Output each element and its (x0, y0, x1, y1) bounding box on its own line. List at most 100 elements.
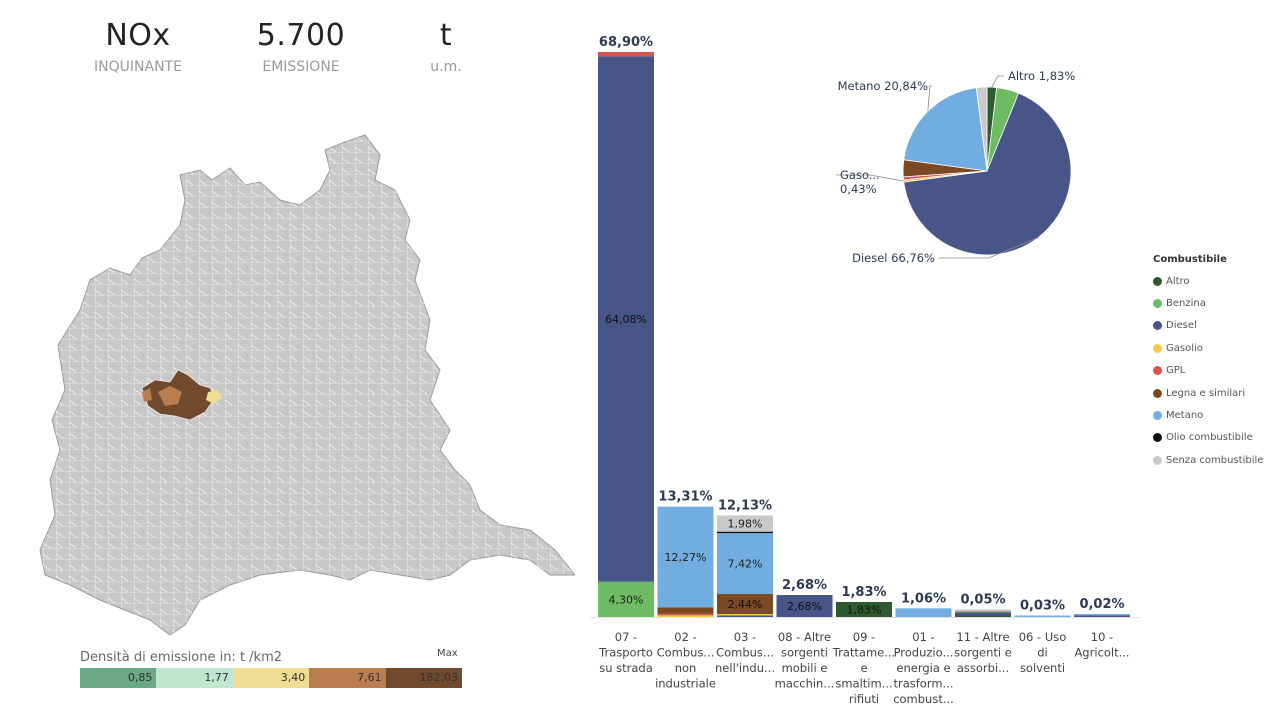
bar-segment-senza-combustibile[interactable] (717, 515, 773, 532)
bar-segment-gpl[interactable] (657, 613, 714, 616)
pie-label-gasolio: Gaso... (840, 168, 880, 182)
bar-segment-metano[interactable] (1074, 614, 1130, 616)
bar-total-label: 0,02% (1079, 597, 1124, 612)
pie-label-gasolio-value: 0,43% (840, 182, 877, 196)
bar-total-label: 12,13% (718, 498, 772, 513)
pie-slice-metano[interactable] (903, 87, 988, 172)
bar-total-label: 1,06% (901, 591, 946, 606)
fuel-legend: Combustibile Altro Benzina Diesel Gasolio GP… (1153, 254, 1263, 472)
bar-segment-label: 12,27% (665, 551, 707, 564)
density-bin-4[interactable]: 7,61 (309, 668, 386, 688)
bar-06-uso-di-solventi[interactable] (1014, 615, 1071, 618)
bar-segment-metano[interactable] (657, 506, 714, 608)
legend-item-gasolio[interactable]: Gasolio (1153, 337, 1263, 359)
bar-segment-label: 1,98% (728, 518, 763, 531)
bar-category-label: 09 -Trattame... e smaltim... rifiuti (832, 630, 895, 706)
density-bin-3[interactable]: 3,40 (232, 668, 310, 688)
bar-11-altre-sorgenti-e-assorbi[interactable] (955, 609, 1011, 618)
bar-segment-metano[interactable] (955, 611, 1011, 613)
legend-dot-gasolio (1153, 343, 1162, 353)
bar-segment-label: 64,08% (605, 313, 647, 326)
bar-01-produzio-energia-e-trasform-combust[interactable] (895, 608, 952, 617)
kpi-emissione-label: EMISSIONE (262, 59, 340, 75)
bar-category-label: 07 -Trasporto su strada (598, 630, 653, 675)
bar-category-label: 02 -Combus... non industriale (655, 630, 716, 691)
bar-category-label: 11 - Altre sorgenti e assorbi... (954, 630, 1012, 675)
bar-total-label: 13,31% (658, 490, 712, 505)
bar-segment-diesel[interactable] (598, 56, 654, 582)
density-legend-max: Max (437, 648, 458, 659)
bar-segment-label: 4,30% (609, 593, 644, 606)
legend-label-gpl: GPL (1166, 365, 1186, 377)
highlight-area-milano[interactable] (141, 369, 222, 421)
bar-segment-metano[interactable] (1014, 615, 1071, 618)
pie-leader-line (927, 85, 932, 112)
legend-item-altro[interactable]: Altro (1153, 270, 1263, 292)
legend-dot-altro (1153, 276, 1162, 286)
legend-label-olio-combustibile: Olio combustibile (1166, 432, 1253, 444)
bar-segment-diesel[interactable] (955, 614, 1011, 616)
municipality-borders (40, 135, 575, 635)
bar-08-altre-sorgenti-mobili-e-macchin[interactable] (776, 595, 833, 617)
pie-leader-line (836, 174, 904, 182)
bar-10-agricolt[interactable] (1074, 614, 1130, 617)
bar-segment-legna-e-similari[interactable] (717, 593, 773, 614)
bar-total-label: 0,05% (960, 593, 1005, 608)
legend-dot-metano (1153, 411, 1162, 421)
legend-item-diesel[interactable]: Diesel (1153, 315, 1263, 337)
bar-02-combus-non-industriale[interactable] (657, 506, 714, 617)
bar-category-label: 08 - Altre sorgenti mobili e macchin... (775, 630, 835, 691)
bar-total-label: 68,90% (599, 35, 653, 50)
pie-label-altro: Altro 1,83% (1008, 69, 1075, 83)
bar-segment-gpl[interactable] (598, 52, 654, 57)
bar-category-label: 10 -Agricolt... (1074, 630, 1129, 660)
lombardia-map[interactable] (30, 130, 575, 645)
macrosector-bar-chart: 68,90% 64,08% 4,30% 07 -Trasporto su strada 1… (590, 35, 1140, 706)
density-legend: 0,85 1,77 3,40 7,61 182,03 (80, 668, 463, 688)
bar-segment-altro[interactable] (836, 601, 892, 617)
kpi-um-value: t (439, 18, 453, 53)
legend-item-olio-combustibile[interactable]: Olio combustibile (1153, 427, 1263, 449)
bar-segment-metano[interactable] (895, 608, 952, 617)
legend-item-senza-combustibile[interactable]: Senza combustibile (1153, 449, 1263, 471)
bar-segment-senza-combustibile[interactable] (955, 609, 1011, 612)
density-legend-title: Densità di emissione in: t /km2 (80, 650, 283, 665)
bar-segment-diesel[interactable] (717, 615, 773, 618)
legend-item-metano[interactable]: Metano (1153, 404, 1263, 426)
bar-segment-diesel[interactable] (776, 595, 833, 617)
bar-segment-gasolio[interactable] (657, 615, 714, 617)
kpi-emissione-value: 5.700 (256, 18, 346, 53)
kpi-um-label: u.m. (430, 59, 462, 75)
legend-item-legna-e-similari[interactable]: Legna e similari (1153, 382, 1263, 404)
pie-leader-line (991, 75, 1004, 88)
legend-item-benzina[interactable]: Benzina (1153, 292, 1263, 314)
density-bin-5[interactable]: 182,03 (385, 668, 463, 688)
bar-09-trattame-e-smaltim-rifiuti[interactable] (836, 601, 892, 617)
bar-category-label: 03 -Combus... nell'indu... (715, 630, 775, 675)
density-bin-1[interactable]: 0,85 (80, 668, 157, 688)
bar-segment-metano[interactable] (717, 533, 773, 594)
bar-segment-benzina[interactable] (598, 581, 654, 617)
pie-label-diesel: Diesel 66,76% (852, 251, 935, 265)
pie-slice-senza-combustibile[interactable] (976, 86, 988, 172)
legend-label-diesel: Diesel (1166, 320, 1197, 332)
bar-07-trasporto-su-strada[interactable] (598, 52, 654, 617)
bar-03-combus-nell-indu[interactable] (717, 515, 773, 617)
legend-dot-olio-combustibile (1153, 433, 1162, 443)
legend-label-gasolio: Gasolio (1166, 342, 1203, 354)
bar-segment-diesel[interactable] (1074, 615, 1130, 618)
kpi-inquinante: NOx INQUINANTE (68, 18, 208, 75)
bar-segment-legna-e-similari[interactable] (657, 607, 714, 614)
bar-category-label: 01 -Produzio... energia e trasform... combu… (893, 630, 954, 706)
legend-label-senza-combustibile: Senza combustibile (1166, 454, 1264, 466)
density-bin-2[interactable]: 1,77 (156, 668, 233, 688)
bar-segment-gasolio[interactable] (717, 614, 773, 616)
bar-segment-altro[interactable] (955, 615, 1011, 618)
legend-item-gpl[interactable]: GPL (1153, 360, 1263, 382)
kpi-emissione: 5.700 EMISSIONE (231, 18, 371, 75)
bar-segment-olio-combustibile[interactable] (717, 531, 773, 534)
bar-category-label: 06 - Uso di solventi (1019, 630, 1067, 675)
bar-segment-label: 2,68% (787, 600, 822, 613)
bar-segment-legna-e-similari[interactable] (955, 612, 1011, 615)
legend-label-altro: Altro (1166, 275, 1190, 287)
